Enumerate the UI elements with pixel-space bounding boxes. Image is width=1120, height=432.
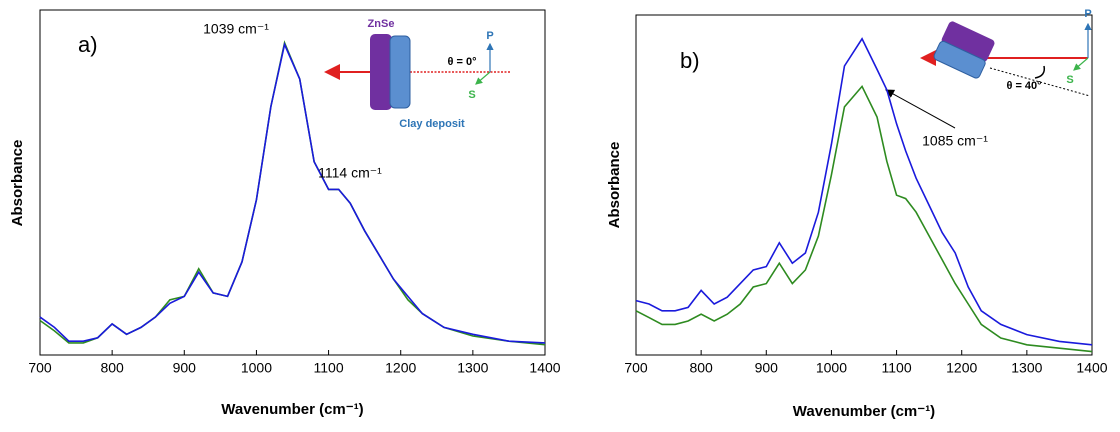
inset-label: P: [486, 30, 493, 42]
inset-label: Clay deposit: [399, 118, 465, 130]
x-tick-label: 900: [755, 360, 779, 376]
inset-label: S: [1066, 74, 1073, 86]
plot-frame: [39, 9, 546, 356]
x-tick-label: 1300: [1011, 360, 1042, 376]
annotation: 1039 cm⁻¹: [203, 21, 269, 37]
inset-label: S: [468, 89, 475, 101]
inset-diagram: [324, 34, 510, 110]
x-axis-title: Wavenumber (cm⁻¹): [221, 401, 363, 418]
x-tick-label: 1400: [1076, 360, 1107, 376]
plot-frame: [635, 14, 1093, 356]
data-line: [635, 37, 1093, 346]
annotation: 1114 cm⁻¹: [318, 165, 382, 181]
x-tick-label: 700: [28, 360, 52, 376]
x-axis-title: Wavenumber (cm⁻¹): [793, 403, 935, 420]
x-tick-label: 1400: [529, 360, 560, 376]
x-tick-label: 1000: [241, 360, 272, 376]
annotation-arrow: [885, 89, 956, 129]
inset-label: θ = 0°: [448, 56, 477, 68]
x-tick-label: 1200: [385, 360, 416, 376]
annotation: 1085 cm⁻¹: [922, 133, 988, 149]
panel-label: a): [78, 32, 98, 57]
x-tick-label: 1200: [946, 360, 977, 376]
data-line: [635, 84, 1093, 353]
x-tick-label: 800: [100, 360, 124, 376]
panel-label: b): [680, 48, 700, 73]
y-axis-title: Absorbance: [606, 142, 623, 229]
x-tick-label: 1100: [314, 360, 344, 376]
x-tick-label: 1300: [457, 360, 488, 376]
data-line: [39, 41, 546, 344]
inset-label: P: [1084, 8, 1091, 20]
x-tick-label: 1100: [882, 360, 912, 376]
inset-diagram: [920, 21, 1092, 97]
x-tick-label: 1000: [816, 360, 847, 376]
inset-label: ZnSe: [368, 18, 395, 30]
x-tick-label: 800: [689, 360, 713, 376]
x-tick-label: 900: [173, 360, 197, 376]
inset-label: θ = 40°: [1006, 80, 1041, 92]
x-tick-label: 700: [624, 360, 648, 376]
y-axis-title: Absorbance: [9, 140, 26, 227]
